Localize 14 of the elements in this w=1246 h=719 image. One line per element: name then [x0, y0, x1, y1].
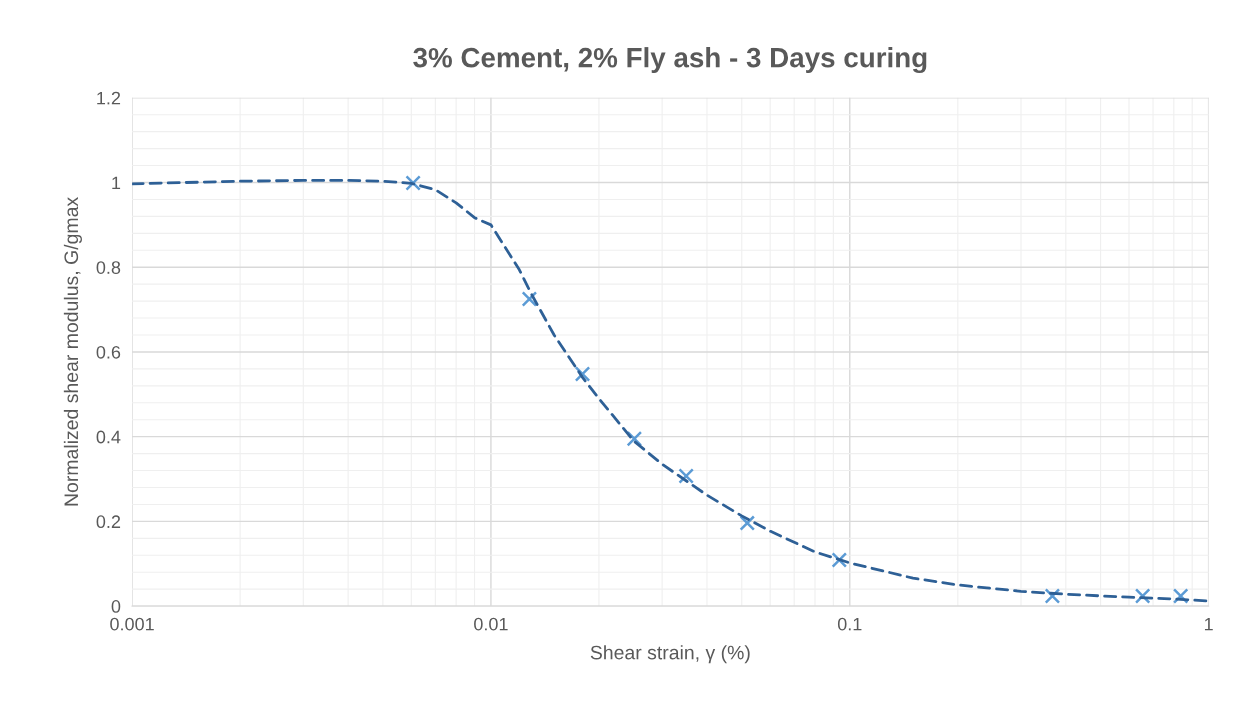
- x-tick-label: 0.001: [110, 617, 154, 631]
- y-tick-label: 0.8: [96, 261, 121, 274]
- y-tick-label: 0.6: [96, 345, 121, 359]
- y-tick-label: 0: [111, 600, 121, 613]
- y-tick-label: 1.2: [97, 91, 121, 105]
- x-tick-label: 0.1: [837, 617, 862, 631]
- x-tick-label: 1: [1204, 617, 1213, 631]
- y-axis-title: Normalized shear modulus, G/gmax: [63, 197, 82, 506]
- y-tick-label: 1: [112, 176, 121, 190]
- y-tick-label: 0.4: [96, 430, 121, 444]
- x-axis-title: Shear strain, γ (%): [590, 645, 750, 664]
- chart-title: 3% Cement, 2% Fly ash - 3 Days curing: [413, 47, 927, 74]
- x-tick-label: 0.01: [474, 617, 508, 631]
- y-tick-label: 0.2: [96, 515, 121, 529]
